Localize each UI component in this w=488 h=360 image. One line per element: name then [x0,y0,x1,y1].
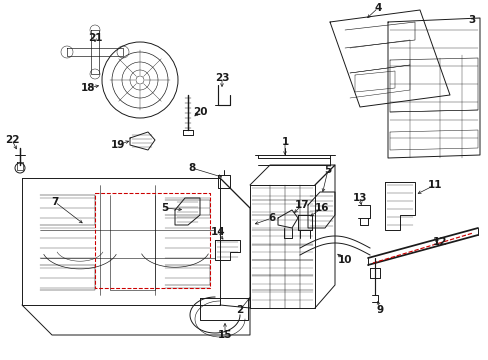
Text: 15: 15 [217,330,232,340]
Text: 17: 17 [294,200,309,210]
Text: 10: 10 [337,255,351,265]
Text: 5: 5 [324,165,331,175]
Text: 11: 11 [427,180,441,190]
Text: 14: 14 [210,227,225,237]
Text: 4: 4 [373,3,381,13]
Text: 6: 6 [268,213,275,223]
Text: 7: 7 [51,197,59,207]
Text: 3: 3 [468,15,475,25]
Text: 5: 5 [161,203,168,213]
Text: 2: 2 [236,305,243,315]
Text: 21: 21 [87,33,102,43]
Text: 1: 1 [281,137,288,147]
Text: 23: 23 [214,73,229,83]
Text: 18: 18 [81,83,95,93]
Text: 13: 13 [352,193,366,203]
Text: 9: 9 [376,305,383,315]
Text: 12: 12 [432,237,447,247]
Text: 22: 22 [5,135,19,145]
Text: 20: 20 [192,107,207,117]
Text: 19: 19 [111,140,125,150]
Text: 8: 8 [188,163,195,173]
Text: 16: 16 [314,203,328,213]
